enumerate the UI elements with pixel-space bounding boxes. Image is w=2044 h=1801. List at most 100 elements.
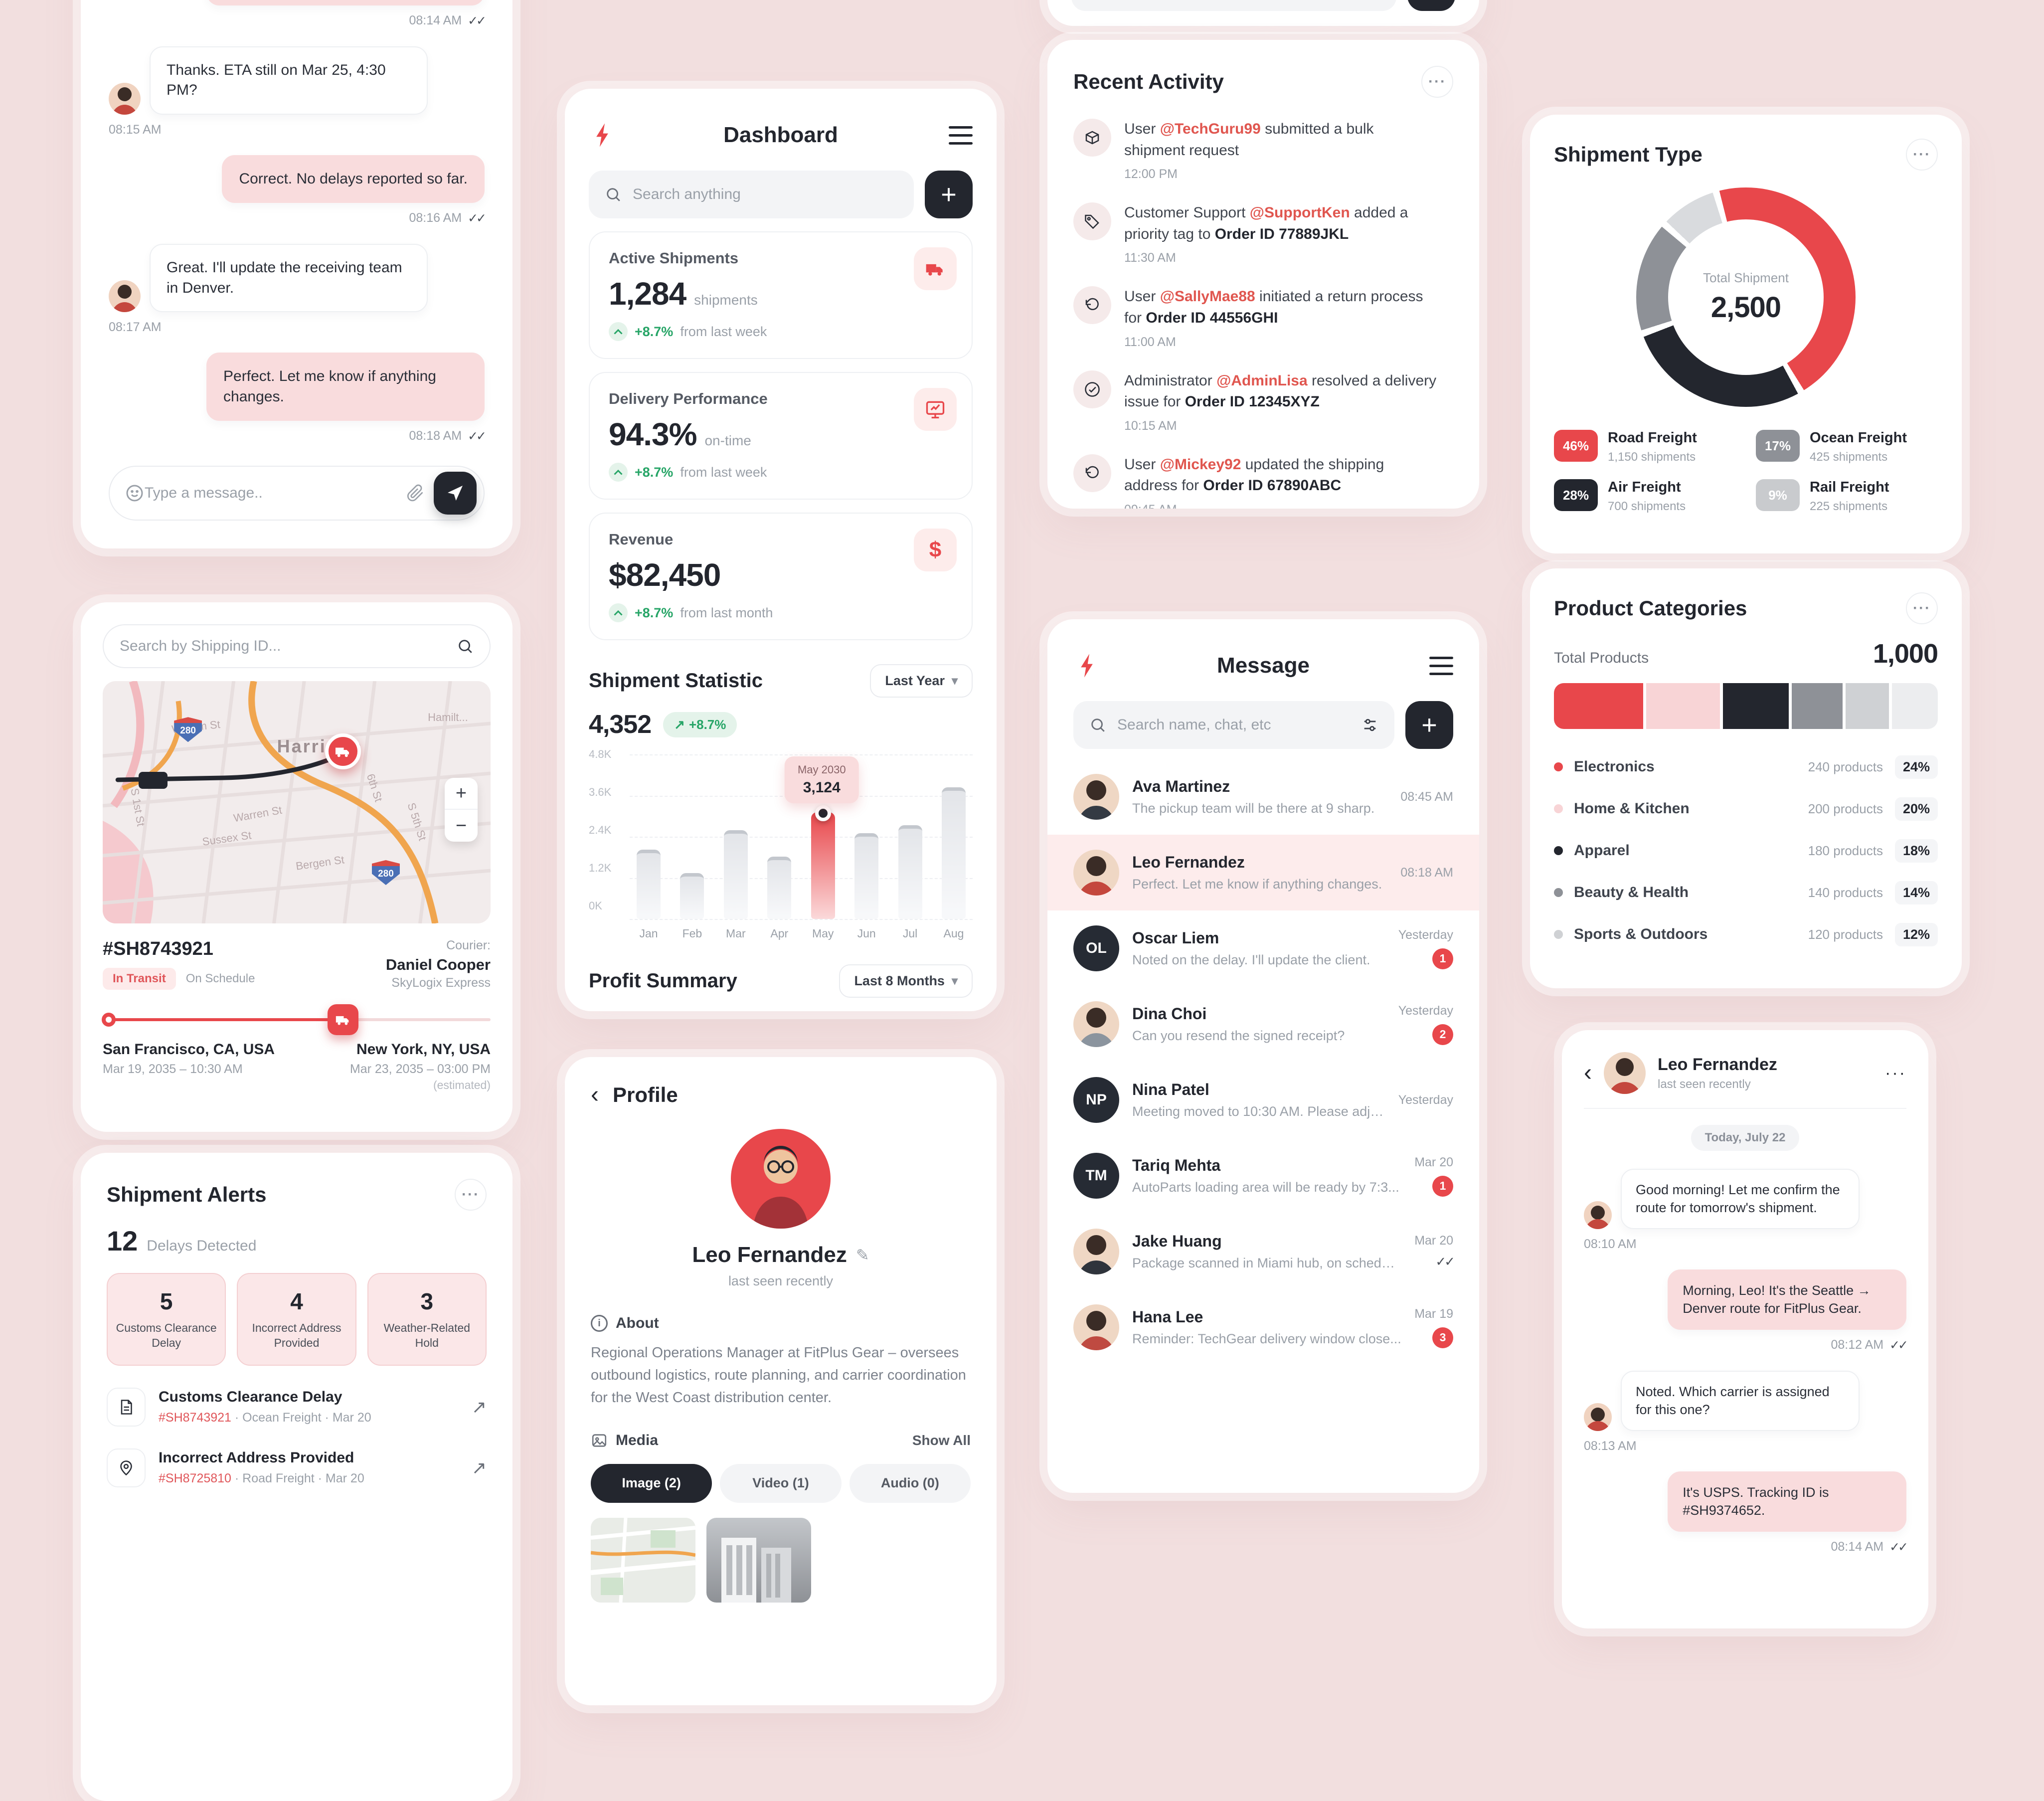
media-tab[interactable]: Image (2) bbox=[591, 1463, 712, 1503]
alert-summary-card[interactable]: 5 Customs Clearance Delay bbox=[107, 1273, 226, 1366]
legend-percent-chip: 28% bbox=[1554, 479, 1598, 511]
back-button[interactable]: ‹ bbox=[591, 1081, 599, 1108]
shipment-type-menu-button[interactable]: ··· bbox=[1906, 139, 1938, 171]
media-thumbnail-building[interactable] bbox=[706, 1517, 811, 1603]
x-tick-label: Mar bbox=[726, 927, 746, 940]
zoom-in-button[interactable]: + bbox=[445, 778, 478, 810]
conversation-row[interactable]: Dina Choi Can you resend the signed rece… bbox=[1047, 986, 1479, 1062]
media-tab[interactable]: Video (1) bbox=[720, 1463, 842, 1503]
tracking-map[interactable]: William St Hamilt... Harrison Warren St … bbox=[103, 681, 491, 923]
category-row[interactable]: Home & Kitchen 200 products 20% bbox=[1554, 788, 1938, 830]
categories-menu-button[interactable]: ··· bbox=[1906, 592, 1938, 624]
map-zoom-control: + − bbox=[445, 778, 478, 842]
chart-bar[interactable] bbox=[811, 812, 835, 919]
back-button[interactable]: ‹ bbox=[1584, 1060, 1592, 1086]
contact-name: Tariq Mehta bbox=[1132, 1156, 1221, 1174]
conversation-row[interactable]: Hana Lee Reminder: TechGear delivery win… bbox=[1047, 1289, 1479, 1365]
media-thumbnail-map[interactable] bbox=[591, 1517, 695, 1603]
destination-estimate-note: (estimated) bbox=[433, 1079, 491, 1091]
profile-title: Profile bbox=[612, 1083, 678, 1106]
conversation-row[interactable]: Ava Martinez The pickup team will be the… bbox=[1047, 759, 1479, 835]
media-tab[interactable]: Audio (0) bbox=[849, 1463, 971, 1503]
open-alert-icon[interactable]: ↗ bbox=[471, 1457, 487, 1478]
category-row[interactable]: Apparel 180 products 18% bbox=[1554, 830, 1938, 872]
statistic-range-select[interactable]: Last Year ▾ bbox=[870, 664, 973, 698]
alerts-title: Shipment Alerts bbox=[107, 1183, 267, 1206]
profit-title: Profit Summary bbox=[589, 970, 737, 992]
stat-card[interactable]: Delivery Performance 94.3% on-time +8.7%… bbox=[589, 372, 973, 500]
chart-bar[interactable] bbox=[723, 830, 748, 919]
app-logo[interactable] bbox=[1073, 652, 1100, 679]
conversation-row[interactable]: OL Oscar Liem Noted on the delay. I'll u… bbox=[1047, 910, 1479, 986]
contact-name: Oscar Liem bbox=[1132, 929, 1219, 947]
edit-name-icon[interactable]: ✎ bbox=[855, 1246, 869, 1264]
stat-card[interactable]: Revenue $82,450 +8.7% from last month $ bbox=[589, 513, 973, 640]
shipping-id-search-input[interactable] bbox=[120, 638, 446, 655]
message-preview: Noted on the delay. I'll update the clie… bbox=[1132, 952, 1370, 967]
message-search-input[interactable] bbox=[1117, 717, 1351, 733]
conversation-row[interactable]: Jake Huang Package scanned in Miami hub,… bbox=[1047, 1214, 1479, 1289]
zoom-out-button[interactable]: − bbox=[455, 815, 467, 836]
profit-range-select[interactable]: Last 8 Months ▾ bbox=[839, 964, 973, 998]
message-time: 08:18 AM bbox=[1400, 865, 1453, 880]
shipment-tracking-panel: William St Hamilt... Harrison Warren St … bbox=[81, 602, 512, 1132]
category-row[interactable]: Electronics 240 products 24% bbox=[1554, 746, 1938, 788]
menu-icon[interactable] bbox=[1429, 656, 1453, 675]
conversation-row[interactable]: TM Tariq Mehta AutoParts loading area wi… bbox=[1047, 1138, 1479, 1214]
chat-message: Correct. No delays reported so far. 08:1… bbox=[109, 155, 487, 226]
message-preview: Reminder: TechGear delivery window close… bbox=[1132, 1331, 1401, 1346]
conversation-row[interactable]: NP Nina Patel Meeting moved to 10:30 AM.… bbox=[1047, 1062, 1479, 1138]
x-tick-label: Feb bbox=[682, 927, 702, 940]
contact-avatar bbox=[1073, 774, 1119, 820]
legend-count: 700 shipments bbox=[1608, 500, 1686, 513]
chart-bar[interactable] bbox=[680, 873, 704, 919]
legend-count: 425 shipments bbox=[1810, 450, 1888, 464]
conversation-row[interactable]: Leo Fernandez Perfect. Let me know if an… bbox=[1047, 835, 1479, 910]
message-input[interactable] bbox=[145, 485, 407, 502]
add-button[interactable]: + bbox=[925, 171, 973, 218]
activity-item[interactable]: User @Mickey92 updated the shipping addr… bbox=[1073, 454, 1453, 509]
route-progress-truck[interactable] bbox=[328, 1004, 359, 1035]
alert-list-item[interactable]: Incorrect Address Provided #SH8725810 · … bbox=[107, 1448, 487, 1487]
new-message-button[interactable]: + bbox=[1405, 701, 1453, 749]
app-logo[interactable] bbox=[589, 122, 616, 149]
emoji-icon[interactable] bbox=[125, 483, 145, 503]
activity-item[interactable]: User @SallyMae88 initiated a return proc… bbox=[1073, 286, 1453, 349]
category-row[interactable]: Sports & Outdoors 120 products 12% bbox=[1554, 913, 1938, 955]
message-bubble: Perfect. Let me know if anything changes… bbox=[206, 353, 485, 421]
shipment-location-marker[interactable] bbox=[325, 733, 361, 769]
legend-percent-chip: 46% bbox=[1554, 430, 1598, 462]
categories-stacked-bar bbox=[1554, 683, 1938, 729]
search-icon[interactable] bbox=[457, 638, 474, 655]
partial-add-button[interactable] bbox=[1407, 0, 1455, 11]
conversation-menu-icon[interactable]: ··· bbox=[1885, 1063, 1906, 1082]
alert-summary-card[interactable]: 3 Weather-Related Hold bbox=[367, 1273, 487, 1366]
activity-item[interactable]: User @TechGuru99 submitted a bulk shipme… bbox=[1073, 119, 1453, 181]
activity-item[interactable]: Customer Support @SupportKen added a pri… bbox=[1073, 202, 1453, 265]
y-tick-label: 2.4K bbox=[589, 824, 612, 836]
stat-card[interactable]: Active Shipments 1,284 shipments +8.7% f… bbox=[589, 231, 973, 359]
send-button[interactable] bbox=[434, 472, 477, 515]
alert-summary-card[interactable]: 4 Incorrect Address Provided bbox=[237, 1273, 356, 1366]
delay-count-label: Delays Detected bbox=[147, 1238, 257, 1254]
menu-icon[interactable] bbox=[949, 126, 973, 145]
attachment-icon[interactable] bbox=[407, 484, 425, 502]
chart-bar[interactable] bbox=[854, 833, 879, 919]
chart-bar[interactable] bbox=[898, 825, 922, 919]
shipment-alerts-panel: Shipment Alerts ··· 12 Delays Detected 5… bbox=[81, 1153, 512, 1801]
activity-menu-button[interactable]: ··· bbox=[1421, 66, 1453, 98]
show-all-link[interactable]: Show All bbox=[912, 1432, 971, 1448]
filter-icon[interactable] bbox=[1362, 717, 1378, 733]
contact-avatar bbox=[1073, 1304, 1119, 1350]
alerts-menu-button[interactable]: ··· bbox=[455, 1179, 487, 1211]
chart-bar[interactable] bbox=[637, 850, 661, 919]
profile-avatar bbox=[731, 1129, 831, 1229]
category-dot bbox=[1554, 930, 1563, 939]
chart-bar[interactable] bbox=[767, 856, 792, 919]
activity-item[interactable]: Administrator @AdminLisa resolved a deli… bbox=[1073, 370, 1453, 433]
alert-list-item[interactable]: Customs Clearance Delay #SH8743921 · Oce… bbox=[107, 1387, 487, 1427]
category-row[interactable]: Beauty & Health 140 products 14% bbox=[1554, 872, 1938, 913]
open-alert-icon[interactable]: ↗ bbox=[471, 1396, 487, 1417]
dashboard-search-input[interactable] bbox=[633, 186, 898, 203]
chart-bar[interactable] bbox=[941, 787, 966, 919]
